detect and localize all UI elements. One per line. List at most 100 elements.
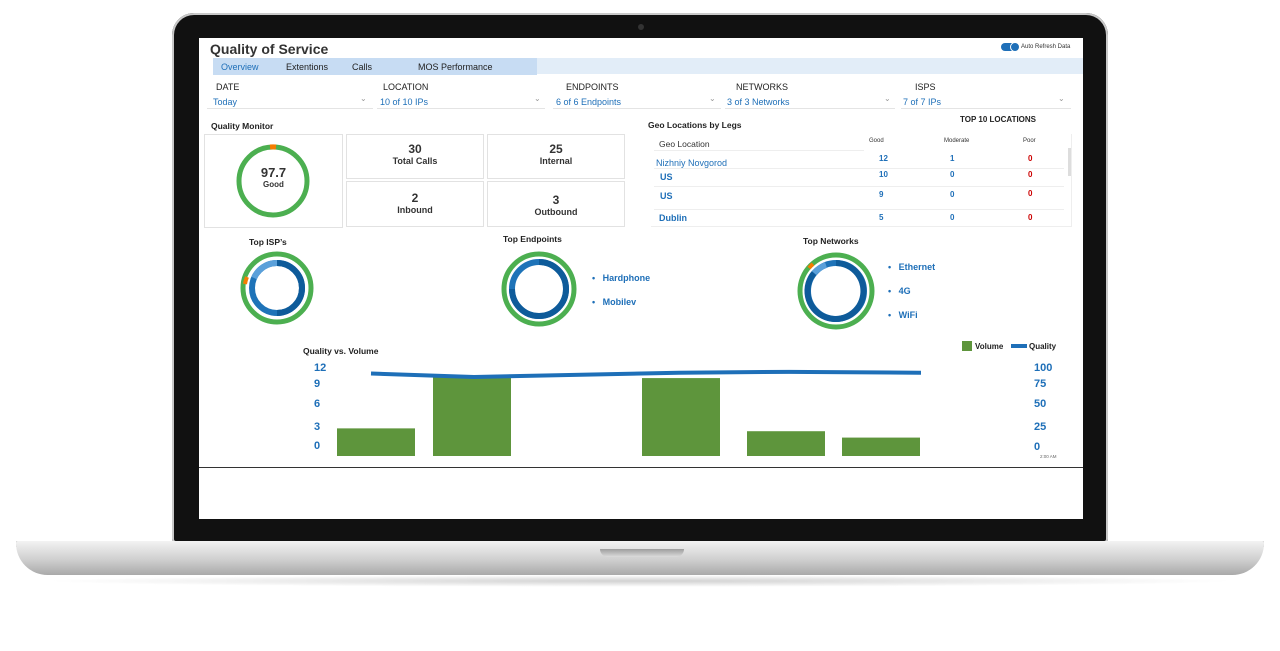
- networks-filter-value[interactable]: 3 of 3 Networks: [727, 97, 790, 107]
- geo-row-location[interactable]: US: [660, 172, 673, 182]
- quality-volume-chart: [337, 369, 921, 456]
- quality-score-label: Good: [263, 180, 284, 189]
- geo-divider: [654, 150, 864, 151]
- isps-inner-arc: [251, 259, 278, 280]
- networks-filter-label: NETWORKS: [736, 82, 789, 92]
- geo-col-poor: Poor: [1023, 138, 1036, 144]
- date-filter-value[interactable]: Today: [213, 97, 238, 107]
- geo-row-poor: 0: [1028, 189, 1033, 198]
- geo-row-moderate: 0: [950, 213, 955, 222]
- endpoints-filter-value[interactable]: 6 of 6 Endpoints: [556, 97, 622, 107]
- legend-label: 4G: [898, 286, 911, 296]
- date-filter-label: DATE: [216, 82, 240, 92]
- page-title: Quality of Service: [210, 41, 329, 57]
- networks-filter[interactable]: [725, 90, 895, 109]
- legend-quality-swatch: [1011, 344, 1027, 348]
- networks-outer-ring: [797, 252, 875, 330]
- y-left-tick: 6: [314, 398, 321, 410]
- isps-moderate-arc: [243, 276, 249, 285]
- location-filter-value[interactable]: 10 of 10 IPs: [380, 97, 429, 107]
- laptop-notch: [600, 549, 684, 557]
- geo-row-good: 10: [879, 170, 888, 179]
- geo-row-location[interactable]: Nizhniy Novgorod: [656, 158, 728, 168]
- quality-monitor-title: Quality Monitor: [211, 121, 274, 131]
- auto-refresh-label: Auto Refresh Data: [1021, 44, 1071, 50]
- tab-overview[interactable]: Overview: [221, 62, 259, 72]
- stat-value: 3: [552, 193, 560, 207]
- tab-extentions[interactable]: Extentions: [286, 62, 329, 72]
- networks-inner-arc-light: [811, 262, 828, 276]
- legend-volume-swatch: [962, 341, 972, 351]
- networks-moderate-arc: [807, 262, 815, 270]
- top-locations-label: TOP 10 LOCATIONS: [960, 115, 1037, 124]
- stat-card-inbound: 2 Inbound: [346, 181, 484, 227]
- laptop-shadow: [40, 575, 1240, 587]
- geo-title: Geo Locations by Legs: [648, 120, 742, 130]
- stat-value: 2: [411, 191, 419, 205]
- y-right-tick: 0: [1034, 441, 1041, 453]
- stat-label: Outbound: [534, 207, 578, 217]
- quality-gauge: [236, 144, 310, 218]
- tab-calls[interactable]: Calls: [352, 62, 373, 72]
- y-left-tick: 9: [314, 378, 321, 390]
- chevron-down-icon[interactable]: ⌄: [1058, 94, 1065, 103]
- isps-filter-value[interactable]: 7 of 7 IPs: [903, 97, 942, 107]
- laptop-base: [16, 541, 1264, 575]
- chart-baseline-divider: [199, 467, 1083, 468]
- volume-bar[interactable]: [842, 437, 920, 456]
- legend-label: Mobilev: [602, 297, 637, 307]
- geo-divider: [654, 186, 1064, 187]
- chevron-down-icon[interactable]: ⌄: [360, 94, 367, 103]
- date-filter[interactable]: [207, 90, 373, 109]
- y-left-tick: 3: [314, 421, 321, 433]
- volume-bar[interactable]: [747, 431, 825, 456]
- geo-col-moderate: Moderate: [944, 138, 970, 144]
- legend-item: • 4G: [888, 286, 911, 296]
- endpoints-filter-label: ENDPOINTS: [566, 82, 619, 92]
- y-right-tick: 100: [1034, 362, 1053, 374]
- quality-line[interactable]: [370, 369, 921, 379]
- chevron-down-icon[interactable]: ⌄: [884, 94, 891, 103]
- isps-inner-arc-dark: [276, 260, 306, 316]
- chart-title: Quality vs. Volume: [303, 346, 379, 356]
- networks-inner-arc: [804, 260, 867, 322]
- chevron-down-icon[interactable]: ⌄: [534, 94, 541, 103]
- x-tick-label: 2:00 AM: [1040, 454, 1057, 459]
- geo-divider: [654, 168, 1064, 169]
- endpoints-donut[interactable]: [499, 249, 579, 329]
- geo-col-good: Good: [869, 138, 884, 144]
- legend-item: • WiFi: [888, 310, 918, 320]
- endpoints-inner-arc: [509, 259, 569, 319]
- y-right-tick: 75: [1034, 378, 1047, 390]
- endpoints-filter[interactable]: [553, 90, 721, 109]
- geo-row-location[interactable]: Dublin: [659, 213, 687, 223]
- location-filter[interactable]: [377, 90, 545, 109]
- volume-bar[interactable]: [337, 428, 415, 456]
- volume-bar[interactable]: [642, 378, 720, 456]
- location-filter-label: LOCATION: [383, 82, 429, 92]
- top-endpoints-title: Top Endpoints: [503, 234, 562, 244]
- isps-outer-ring: [240, 251, 314, 325]
- legend-item: • Hardphone: [592, 273, 651, 283]
- geo-table: [651, 134, 1072, 227]
- stat-value: 30: [408, 142, 422, 156]
- quality-score-card: 97.7 Good: [204, 134, 343, 228]
- isps-donut[interactable]: [237, 248, 317, 328]
- y-left-tick: 12: [314, 362, 327, 374]
- geo-scrollbar[interactable]: [1068, 148, 1071, 176]
- geo-row-location[interactable]: US: [660, 191, 673, 201]
- networks-donut[interactable]: [796, 251, 876, 331]
- geo-col-location: Geo Location: [659, 139, 710, 149]
- legend-label: Ethernet: [898, 262, 936, 272]
- tab-mos-performance[interactable]: MOS Performance: [418, 62, 493, 72]
- stat-card-internal: 25 Internal: [487, 134, 625, 179]
- isps-filter[interactable]: [901, 90, 1071, 109]
- auto-refresh-toggle[interactable]: [1001, 42, 1020, 52]
- stat-label: Inbound: [397, 205, 433, 215]
- legend-label: Hardphone: [602, 273, 651, 283]
- legend-item: • Ethernet: [888, 262, 936, 272]
- chevron-down-icon[interactable]: ⌄: [709, 94, 716, 103]
- volume-bar[interactable]: [433, 376, 511, 456]
- quality-score-value: 97.7: [260, 165, 287, 180]
- stat-card-outbound: 3 Outbound: [487, 181, 625, 227]
